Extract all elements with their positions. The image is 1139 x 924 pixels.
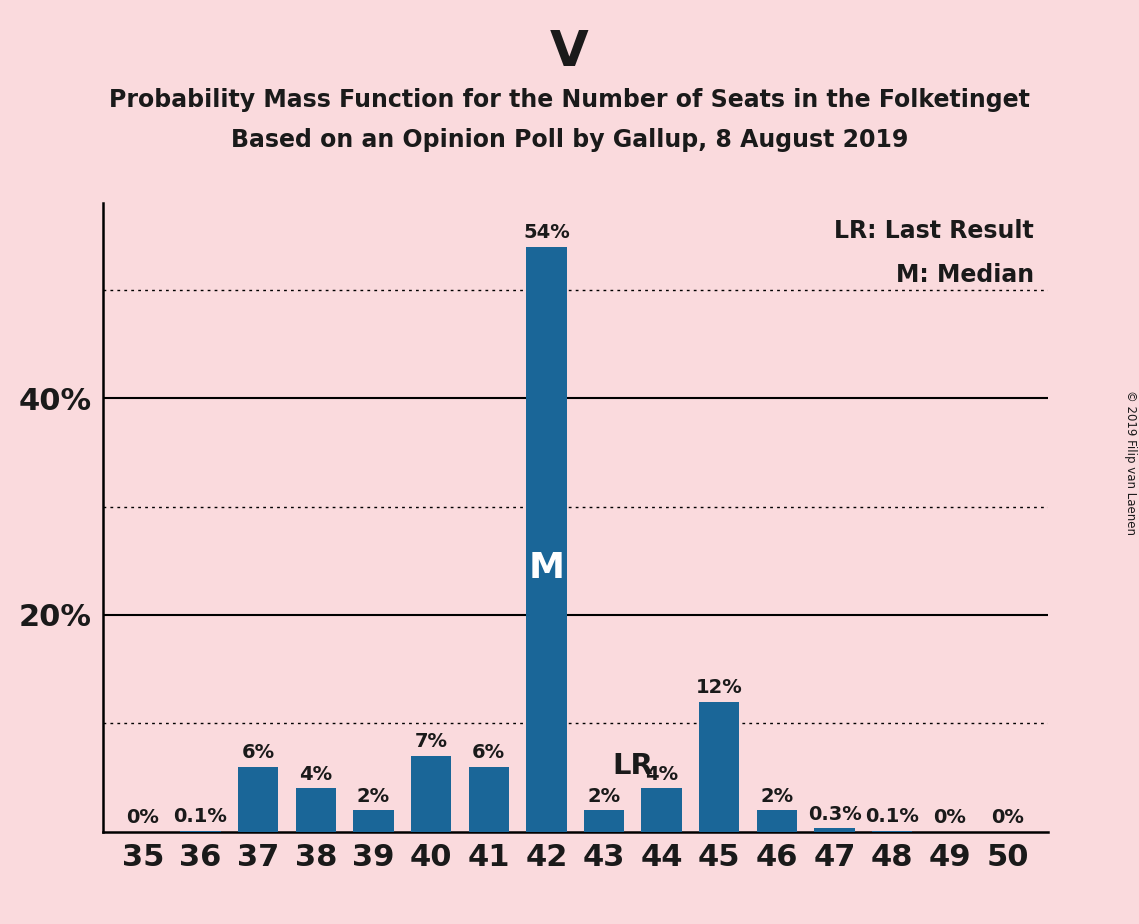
Bar [872, 831, 912, 832]
Text: 0.1%: 0.1% [866, 808, 919, 826]
Bar [641, 788, 682, 832]
Bar [468, 767, 509, 832]
Text: 4%: 4% [300, 765, 333, 784]
Text: © 2019 Filip van Laenen: © 2019 Filip van Laenen [1124, 390, 1137, 534]
Text: M: M [528, 552, 564, 586]
Text: 2%: 2% [588, 786, 621, 806]
Bar [756, 810, 797, 832]
Text: 2%: 2% [761, 786, 794, 806]
Text: 0.3%: 0.3% [808, 805, 861, 824]
Text: 7%: 7% [415, 733, 448, 751]
Bar [699, 701, 739, 832]
Text: M: Median: M: Median [895, 263, 1034, 287]
Text: 0%: 0% [126, 808, 159, 827]
Text: 4%: 4% [645, 765, 678, 784]
Bar [353, 810, 394, 832]
Text: Based on an Opinion Poll by Gallup, 8 August 2019: Based on an Opinion Poll by Gallup, 8 Au… [231, 128, 908, 152]
Bar [180, 831, 221, 832]
Text: Probability Mass Function for the Number of Seats in the Folketinget: Probability Mass Function for the Number… [109, 88, 1030, 112]
Bar [238, 767, 278, 832]
Bar [584, 810, 624, 832]
Text: V: V [550, 28, 589, 76]
Text: 0.1%: 0.1% [173, 808, 228, 826]
Text: 12%: 12% [696, 678, 743, 698]
Bar [526, 247, 566, 832]
Bar [814, 828, 854, 832]
Text: 2%: 2% [357, 786, 390, 806]
Bar [296, 788, 336, 832]
Text: LR: Last Result: LR: Last Result [834, 219, 1034, 243]
Text: 6%: 6% [473, 743, 506, 762]
Text: LR: LR [613, 751, 654, 780]
Text: 0%: 0% [991, 808, 1024, 827]
Text: 6%: 6% [241, 743, 274, 762]
Text: 0%: 0% [934, 808, 966, 827]
Bar [411, 756, 451, 832]
Text: 54%: 54% [523, 224, 570, 242]
